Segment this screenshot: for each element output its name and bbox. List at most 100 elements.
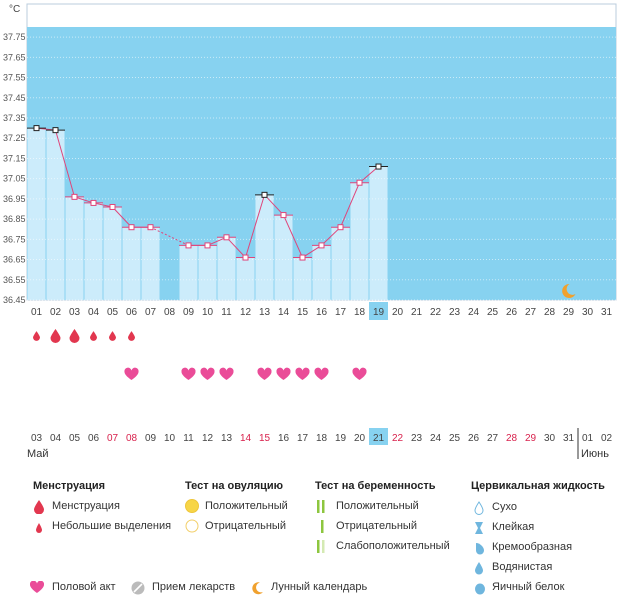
bottom-day-label: 05 xyxy=(69,433,81,444)
heart-marker xyxy=(181,367,196,380)
legend-menstruation-item: Менструация xyxy=(34,500,120,514)
single-line-icon xyxy=(321,520,324,533)
x-day-label: 10 xyxy=(202,307,214,318)
egg-white-icon xyxy=(475,583,485,595)
x-day-label: 31 xyxy=(601,307,613,318)
legend-intercourse: Половой акт xyxy=(30,581,116,593)
heart-marker xyxy=(295,367,310,380)
heart-marker xyxy=(276,367,291,380)
bottom-day-label: 06 xyxy=(88,433,100,444)
x-day-label: 15 xyxy=(297,307,309,318)
x-day-label: 13 xyxy=(259,307,271,318)
x-day-label: 20 xyxy=(392,307,404,318)
temp-bar xyxy=(141,227,160,300)
legend-moon: Лунный календарь xyxy=(252,581,367,595)
temp-line-segment xyxy=(93,202,113,208)
y-tick-label: 36.95 xyxy=(3,194,26,204)
pill-icon xyxy=(131,581,145,595)
bottom-day-label: 08 xyxy=(126,433,138,444)
temp-point xyxy=(128,224,135,231)
x-day-label: 29 xyxy=(563,307,575,318)
legend-fluid-eggwhite: Яичный белок xyxy=(475,581,564,595)
y-tick-label: 36.75 xyxy=(3,234,26,244)
temp-bar xyxy=(217,237,236,300)
temp-point xyxy=(147,224,154,231)
spotting-drop xyxy=(90,331,97,341)
x-day-label: 09 xyxy=(183,307,195,318)
bottom-day-label: 07 xyxy=(107,433,119,444)
x-day-label: 02 xyxy=(50,307,62,318)
temp-point xyxy=(33,125,40,132)
legend-pregnancy-negative: Отрицательный xyxy=(321,520,417,533)
heart-marker xyxy=(219,367,234,380)
temp-line-segment xyxy=(283,214,303,258)
hourglass-icon xyxy=(475,522,483,534)
bottom-day-label: 31 xyxy=(563,433,575,444)
heart-marker xyxy=(257,367,272,380)
temp-bar xyxy=(46,130,65,300)
temp-bar xyxy=(255,194,274,300)
bottom-day-label: 28 xyxy=(506,433,518,444)
spotting-drop xyxy=(109,331,116,341)
bottom-day-label: 09 xyxy=(145,433,157,444)
legend-medicine: Прием лекарств xyxy=(131,581,235,595)
temp-bar xyxy=(293,257,312,300)
spotting-drop xyxy=(33,331,40,341)
double-line-icon xyxy=(317,500,325,513)
heart-marker xyxy=(200,367,215,380)
creamy-drop-icon xyxy=(476,543,484,555)
x-day-label: 05 xyxy=(107,307,119,318)
bottom-day-label: 19 xyxy=(335,433,347,444)
bottom-day-label: 03 xyxy=(31,433,43,444)
temp-point xyxy=(52,127,59,134)
x-day-label: 04 xyxy=(88,307,100,318)
legend-fluid-creamy: Кремообразная xyxy=(476,541,572,555)
temp-line-segment xyxy=(340,182,360,228)
month-start-label: Май xyxy=(27,448,49,460)
y-tick-label: 36.85 xyxy=(3,214,26,224)
y-tick-label: 37.35 xyxy=(3,113,26,123)
temp-point xyxy=(223,234,230,241)
heart-marker xyxy=(124,367,139,380)
temp-bar xyxy=(65,196,84,300)
x-day-label: 25 xyxy=(487,307,499,318)
temp-bar xyxy=(27,128,46,300)
x-day-label: 12 xyxy=(240,307,252,318)
bottom-day-label: 17 xyxy=(297,433,309,444)
temp-point xyxy=(109,203,116,210)
empty-circle-icon xyxy=(185,519,199,533)
legend-fluid-sticky: Клейкая xyxy=(475,521,534,534)
legend-ovulation-negative: Отрицательный xyxy=(185,519,286,533)
temp-line-segment xyxy=(226,236,246,258)
y-tick-label: 37.15 xyxy=(3,153,26,163)
legend-spotting-item: Небольшие выделения xyxy=(36,520,171,533)
x-day-label: 24 xyxy=(468,307,480,318)
legend-ovulation-positive: Положительный xyxy=(185,499,288,513)
temp-line-segment xyxy=(112,206,132,228)
temp-point xyxy=(299,254,306,261)
bottom-day-label: 24 xyxy=(430,433,442,444)
y-tick-label: 37.25 xyxy=(3,133,26,143)
legend-pregnancy-title: Тест на беременность xyxy=(315,480,436,492)
x-day-label: 28 xyxy=(544,307,556,318)
x-day-label: 08 xyxy=(164,307,176,318)
x-day-label: 27 xyxy=(525,307,537,318)
temp-line-segment xyxy=(359,166,379,184)
x-day-label: 18 xyxy=(354,307,366,318)
temp-bar xyxy=(179,245,198,300)
x-day-label: 03 xyxy=(69,307,81,318)
y-tick-label: 36.55 xyxy=(3,275,26,285)
temp-point xyxy=(71,193,78,200)
current-day-highlight-top xyxy=(369,302,388,320)
x-day-label: 19 xyxy=(373,307,385,318)
y-tick-label: 37.05 xyxy=(3,174,26,184)
bottom-day-label: 27 xyxy=(487,433,499,444)
temp-bar xyxy=(103,206,122,300)
x-day-label: 30 xyxy=(582,307,594,318)
temp-point xyxy=(318,242,325,249)
legend-fluid-dry: Сухо xyxy=(474,501,517,515)
bottom-day-label: 23 xyxy=(411,433,423,444)
bottom-day-label: 02 xyxy=(601,433,613,444)
x-day-label: 01 xyxy=(31,307,43,318)
